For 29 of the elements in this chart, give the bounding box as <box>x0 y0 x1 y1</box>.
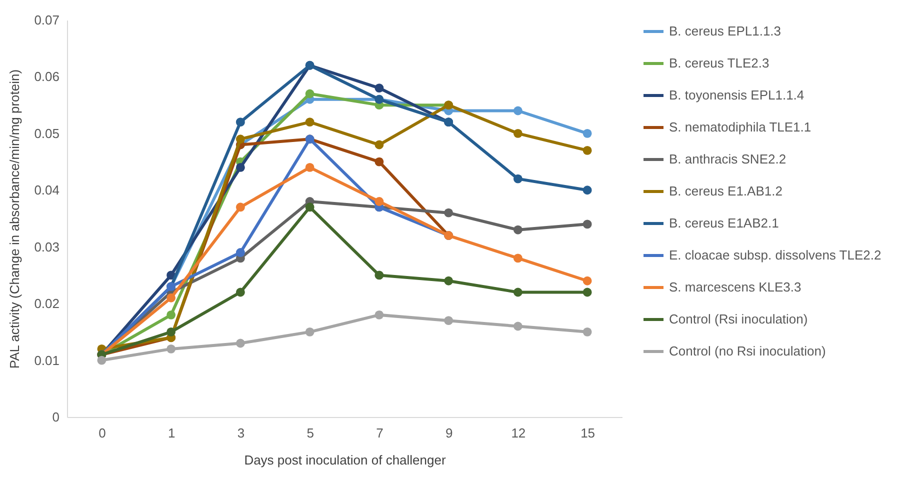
x-tick-label: 5 <box>306 426 314 440</box>
x-tick-label: 7 <box>376 426 384 440</box>
legend-label: Control (no Rsi inoculation) <box>669 344 826 358</box>
y-tick-label: 0.03 <box>34 239 60 254</box>
y-tick-label: 0.01 <box>34 352 60 368</box>
legend-label: B. cereus E1AB2.1 <box>669 216 779 230</box>
x-tick-label: 9 <box>445 426 453 440</box>
legend-label: B. toyonensis EPL1.1.4 <box>669 88 804 102</box>
legend-label: Control (Rsi inoculation) <box>669 312 808 326</box>
legend-label: S. marcescens KLE3.3 <box>669 280 802 294</box>
x-tick-label: 1 <box>168 426 176 440</box>
legend-label: B. anthracis SNE2.2 <box>669 152 786 166</box>
y-axis-title: PAL activity (Change in absorbance/min/mg protein) <box>7 69 22 369</box>
x-tick-label: 3 <box>237 426 245 440</box>
legend-label: E. cloacae subsp. dissolvens TLE2.2 <box>669 248 882 262</box>
y-tick-label: 0.02 <box>34 296 60 312</box>
legend-label: S. nematodiphila TLE1.1 <box>669 120 812 134</box>
x-axis-title: Days post inoculation of challenger <box>244 452 446 468</box>
y-tick-label: 0.05 <box>34 126 60 141</box>
legend-label: B. cereus E1.AB1.2 <box>669 184 782 198</box>
y-tick-label: 0.06 <box>34 69 60 84</box>
x-tick-label: 12 <box>511 426 526 440</box>
x-tick-label: 0 <box>98 426 106 440</box>
x-tick-label: 15 <box>580 426 596 440</box>
y-tick-label: 0 <box>52 410 60 424</box>
legend-label: B. cereus TLE2.3 <box>669 56 770 70</box>
y-tick-label: 0.04 <box>34 182 60 198</box>
legend-label: B. cereus EPL1.1.3 <box>669 24 782 38</box>
y-tick-label: 0.07 <box>34 12 60 28</box>
